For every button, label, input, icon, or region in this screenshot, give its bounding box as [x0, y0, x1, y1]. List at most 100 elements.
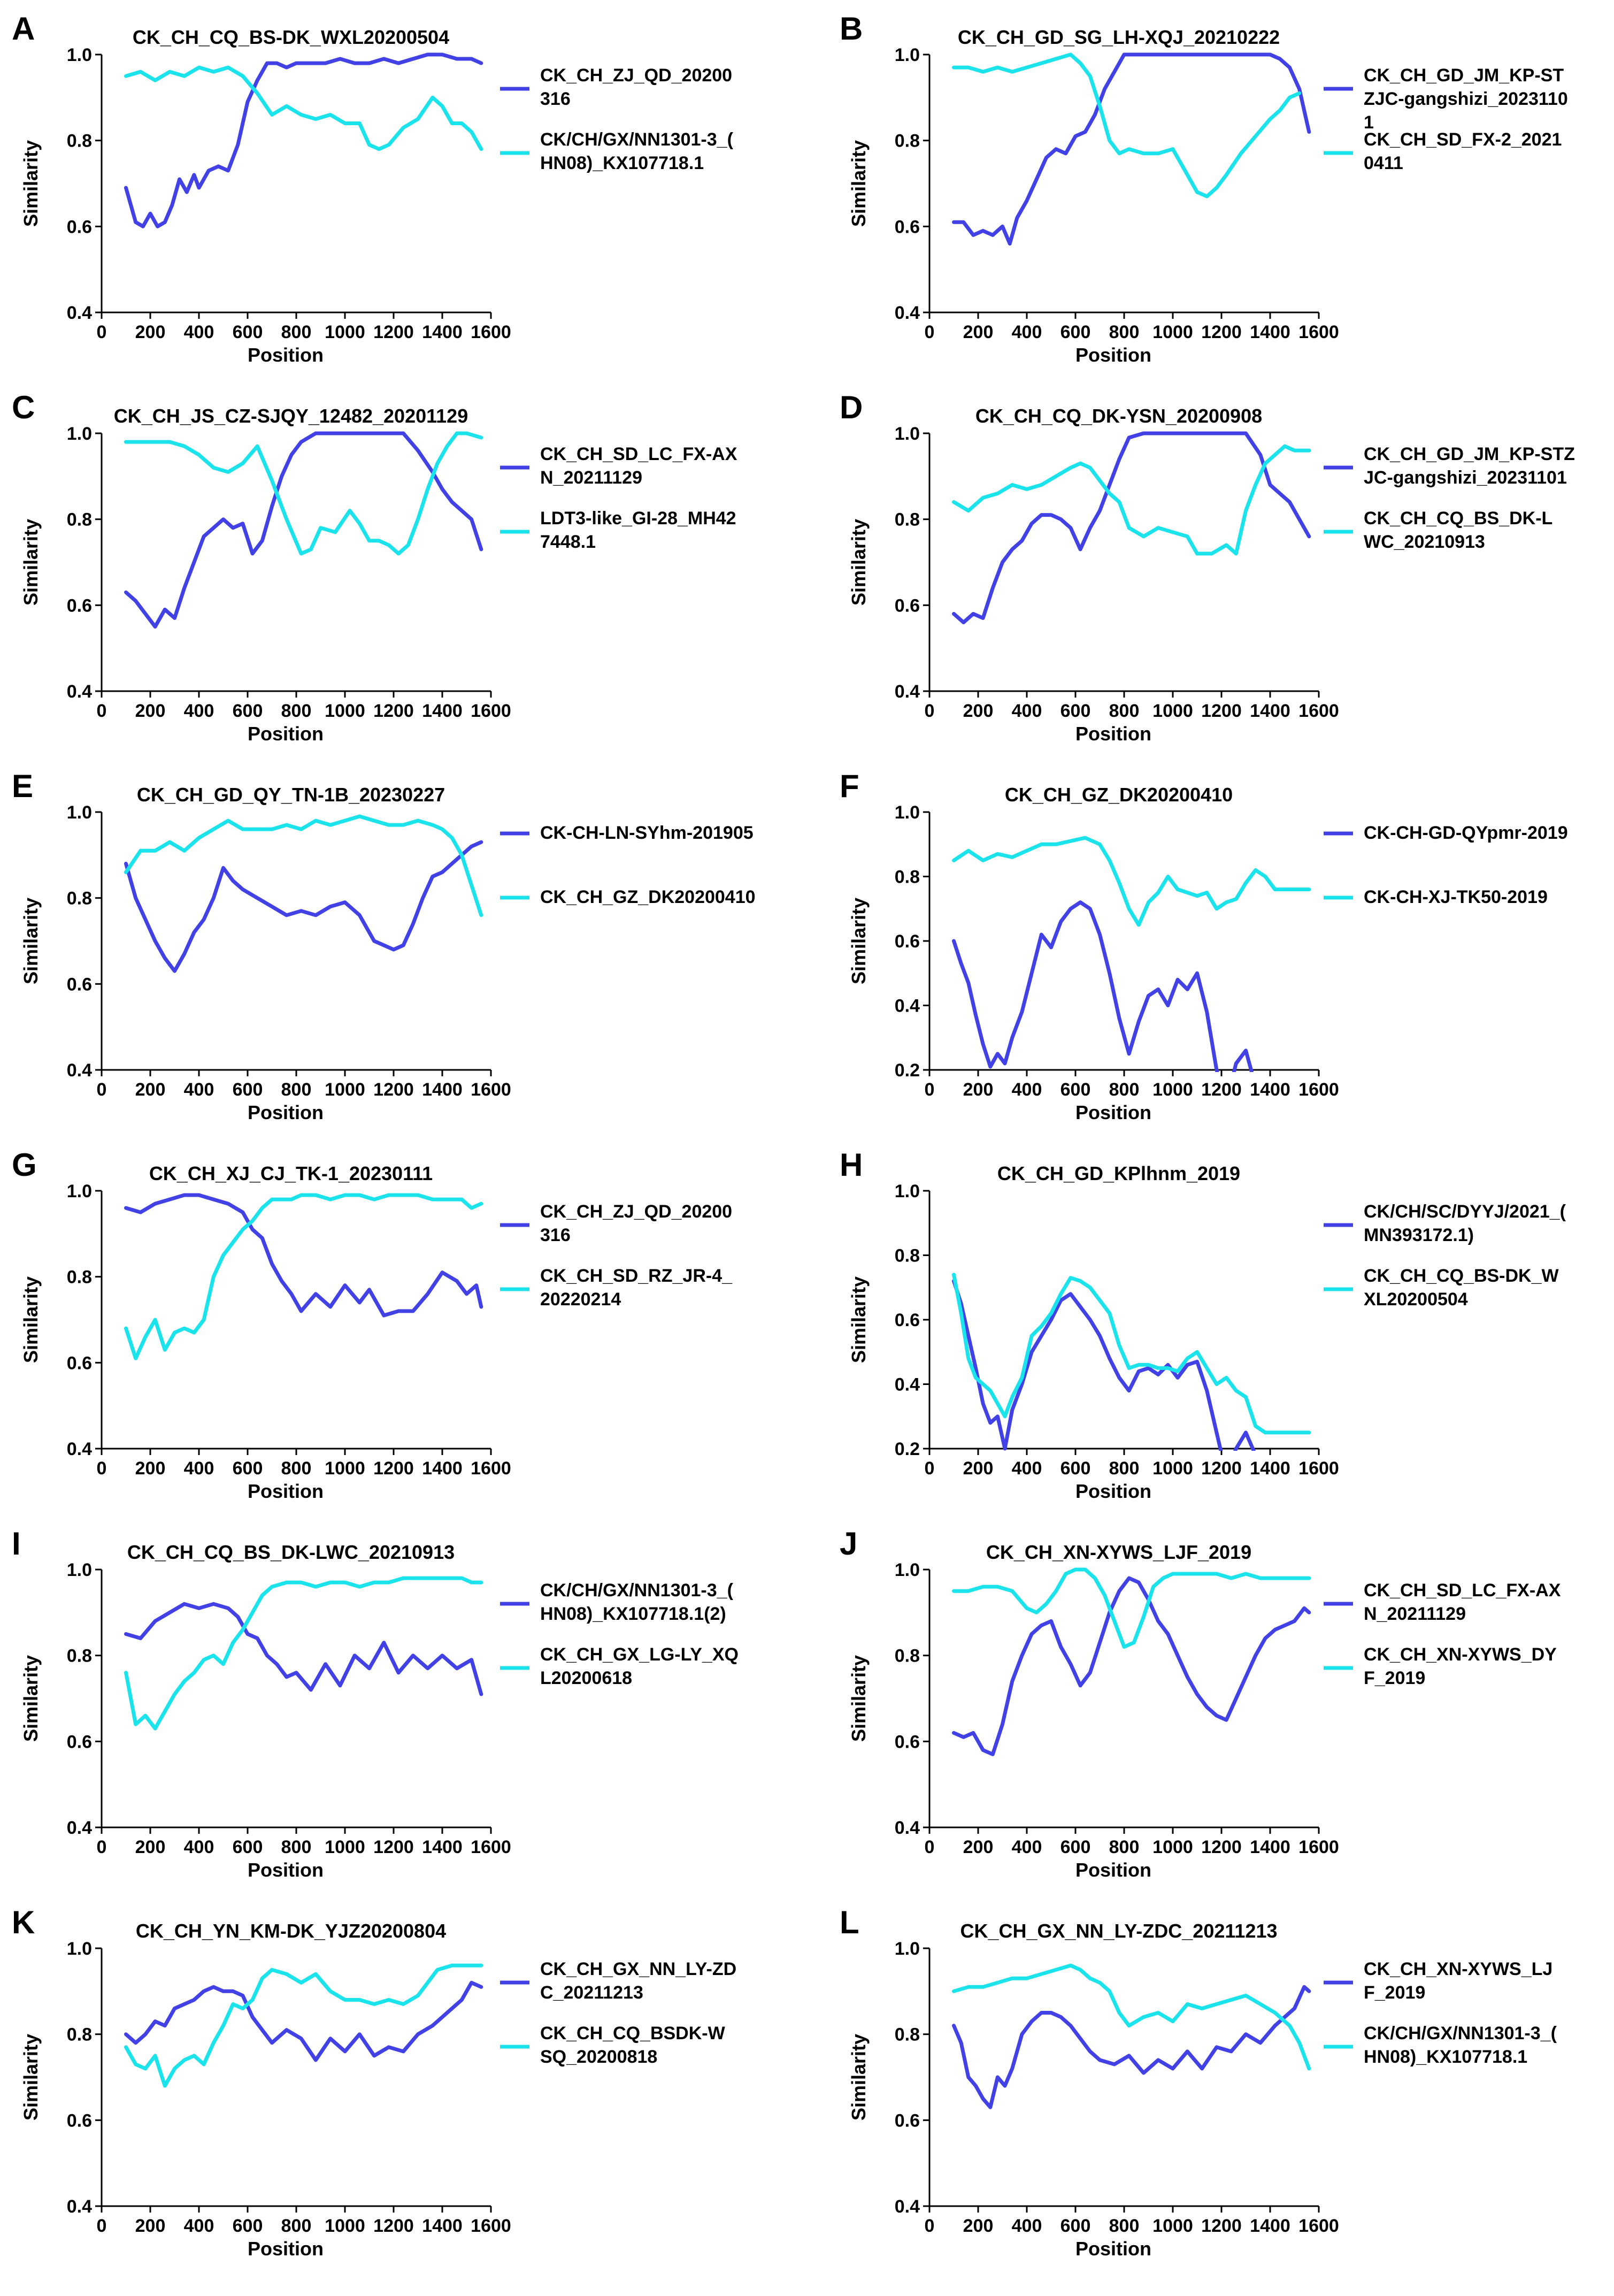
x-tick-label: 1400: [1250, 1458, 1290, 1479]
panel-letter: E: [12, 768, 33, 804]
x-tick-label: 1400: [1250, 322, 1290, 342]
y-tick-label: 0.4: [895, 303, 920, 323]
panel-letter: G: [12, 1147, 37, 1183]
y-tick-label: 0.6: [895, 1732, 920, 1752]
panel-j: J CK_CH_XN-XYWS_LJF_2019 0.4 0.6 0.8 1.0 0 200 4…: [840, 1526, 1561, 1881]
x-tick-label: 600: [233, 322, 263, 342]
y-tick-label: 0.8: [67, 1267, 92, 1288]
x-tick-label: 1000: [1152, 701, 1193, 721]
y-axis-title: Similarity: [20, 519, 42, 606]
x-tick-label: 400: [1012, 1080, 1042, 1100]
y-axis-title: Similarity: [20, 898, 42, 984]
x-tick-label: 1400: [422, 1458, 463, 1479]
y-tick-label: 0.2: [895, 1060, 920, 1081]
legend-label: F_2019: [1364, 1668, 1425, 1688]
y-tick-label: 0.8: [67, 889, 92, 909]
x-tick-label: 400: [184, 701, 214, 721]
legend-label: CK/CH/GX/NN1301-3_(: [540, 1580, 734, 1601]
x-tick-label: 600: [233, 2216, 263, 2236]
panel-e: E CK_CH_GD_QY_TN-1B_20230227 0.4 0.6 0.8 1.0 0…: [12, 768, 756, 1123]
legend-label: CK-CH-XJ-TK50-2019: [1364, 887, 1548, 907]
x-tick-label: 1600: [471, 2216, 511, 2236]
x-tick-label: 1600: [1298, 1837, 1339, 1857]
y-tick-label: 0.8: [67, 131, 92, 151]
x-tick-label: 1000: [325, 701, 365, 721]
series-line-1: [124, 1980, 483, 2062]
chart-title: CK_CH_JS_CZ-SJQY_12482_20201129: [114, 405, 468, 427]
x-tick-label: 1400: [422, 1837, 463, 1857]
legend-label: 316: [540, 1225, 571, 1245]
x-tick-label: 600: [1060, 1837, 1091, 1857]
legend-label: CK_CH_GX_NN_LY-ZD: [540, 1959, 736, 1979]
panel-k: K CK_CH_YN_KM-DK_YJZ20200804 0.4 0.6 0.8 1.0 0…: [12, 1904, 736, 2260]
legend-label: CK/CH/GX/NN1301-3_(: [540, 129, 734, 150]
y-tick-label: 0.2: [895, 1439, 920, 1459]
panel-letter: B: [840, 11, 863, 47]
legend-label: XL20200504: [1364, 1289, 1468, 1310]
y-tick-label: 0.6: [895, 1310, 920, 1330]
x-axis-title: Position: [248, 1101, 324, 1123]
legend-label: HN08)_KX107718.1(2): [540, 1604, 726, 1624]
x-tick-label: 400: [1012, 1837, 1042, 1857]
x-axis-title: Position: [1075, 344, 1151, 366]
panel-f: F CK_CH_GZ_DK20200410 0.2 0.4 0.6 0.8 1.0 0 200 4…: [840, 768, 1568, 1123]
x-tick-label: 1200: [373, 701, 414, 721]
y-tick-label: 1.0: [895, 1939, 920, 1959]
y-tick-label: 0.4: [895, 1375, 920, 1395]
y-axis-title: Similarity: [848, 2034, 870, 2121]
x-tick-label: 1600: [471, 322, 511, 342]
y-tick-label: 0.8: [895, 867, 920, 887]
legend-label: CK_CH_XN-XYWS_DY: [1364, 1644, 1557, 1665]
series-line-2: [952, 1963, 1311, 2071]
x-tick-label: 600: [233, 1458, 263, 1479]
x-tick-label: 1600: [471, 1837, 511, 1857]
x-axis-title: Position: [248, 1480, 324, 1502]
x-tick-label: 0: [925, 1837, 935, 1857]
legend-label: CK_CH_GZ_DK20200410: [540, 887, 756, 907]
x-tick-label: 600: [1060, 322, 1091, 342]
y-tick-label: 0.6: [895, 595, 920, 616]
series-line-1: [952, 1576, 1311, 1756]
x-tick-label: 1000: [1152, 2216, 1193, 2236]
x-tick-label: 1400: [1250, 1080, 1290, 1100]
series-line-2: [124, 1963, 483, 2088]
legend-label: 316: [540, 89, 571, 109]
x-tick-label: 1600: [471, 1080, 511, 1100]
legend-label: HN08)_KX107718.1: [1364, 2047, 1527, 2067]
y-tick-label: 0.6: [67, 1353, 92, 1373]
legend-label: WC_20210913: [1364, 532, 1485, 552]
y-tick-label: 1.0: [895, 424, 920, 444]
series-line-1: [952, 1985, 1311, 2109]
x-tick-label: 1400: [422, 1080, 463, 1100]
panel-i: I CK_CH_CQ_BS_DK-LWC_20210913 0.4 0.6 0.8 1.0…: [12, 1526, 739, 1881]
x-tick-label: 800: [1109, 1458, 1140, 1479]
x-axis-title: Position: [248, 1859, 324, 1881]
x-tick-label: 800: [281, 322, 312, 342]
legend-label: CK_CH_SD_LC_FX-AX: [540, 444, 737, 464]
x-tick-label: 200: [963, 1458, 994, 1479]
x-tick-label: 400: [184, 1458, 214, 1479]
x-tick-label: 600: [233, 1837, 263, 1857]
series-line-2: [124, 431, 483, 556]
legend-label: CK_CH_ZJ_QD_20200: [540, 1201, 732, 1222]
y-tick-label: 1.0: [67, 45, 92, 65]
legend-label: CK_CH_SD_LC_FX-AX: [1364, 1580, 1561, 1601]
chart-title: CK_CH_CQ_DK-YSN_20200908: [975, 405, 1262, 427]
y-axis-title: Similarity: [848, 1655, 870, 1742]
legend-label: CK_CH_ZJ_QD_20200: [540, 65, 732, 86]
y-tick-label: 1.0: [895, 802, 920, 823]
legend-label: LDT3-like_GI-28_MH42: [540, 508, 736, 529]
panel-a: A CK_CH_CQ_BS-DK_WXL20200504 0.4 0.6 0.8 1.0 0…: [12, 11, 734, 366]
y-tick-label: 0.4: [895, 2196, 920, 2217]
x-axis-title: Position: [1075, 1859, 1151, 1881]
x-tick-label: 1600: [1298, 2216, 1339, 2236]
y-tick-label: 0.6: [67, 2110, 92, 2131]
y-tick-label: 0.4: [67, 1818, 92, 1838]
x-tick-label: 0: [925, 701, 935, 721]
legend-label: CK_CH_GX_LG-LY_XQ: [540, 1644, 739, 1665]
series-line-2: [952, 1567, 1311, 1649]
x-tick-label: 1000: [1152, 322, 1193, 342]
y-tick-label: 0.4: [67, 1439, 92, 1459]
x-tick-label: 1600: [1298, 1080, 1339, 1100]
